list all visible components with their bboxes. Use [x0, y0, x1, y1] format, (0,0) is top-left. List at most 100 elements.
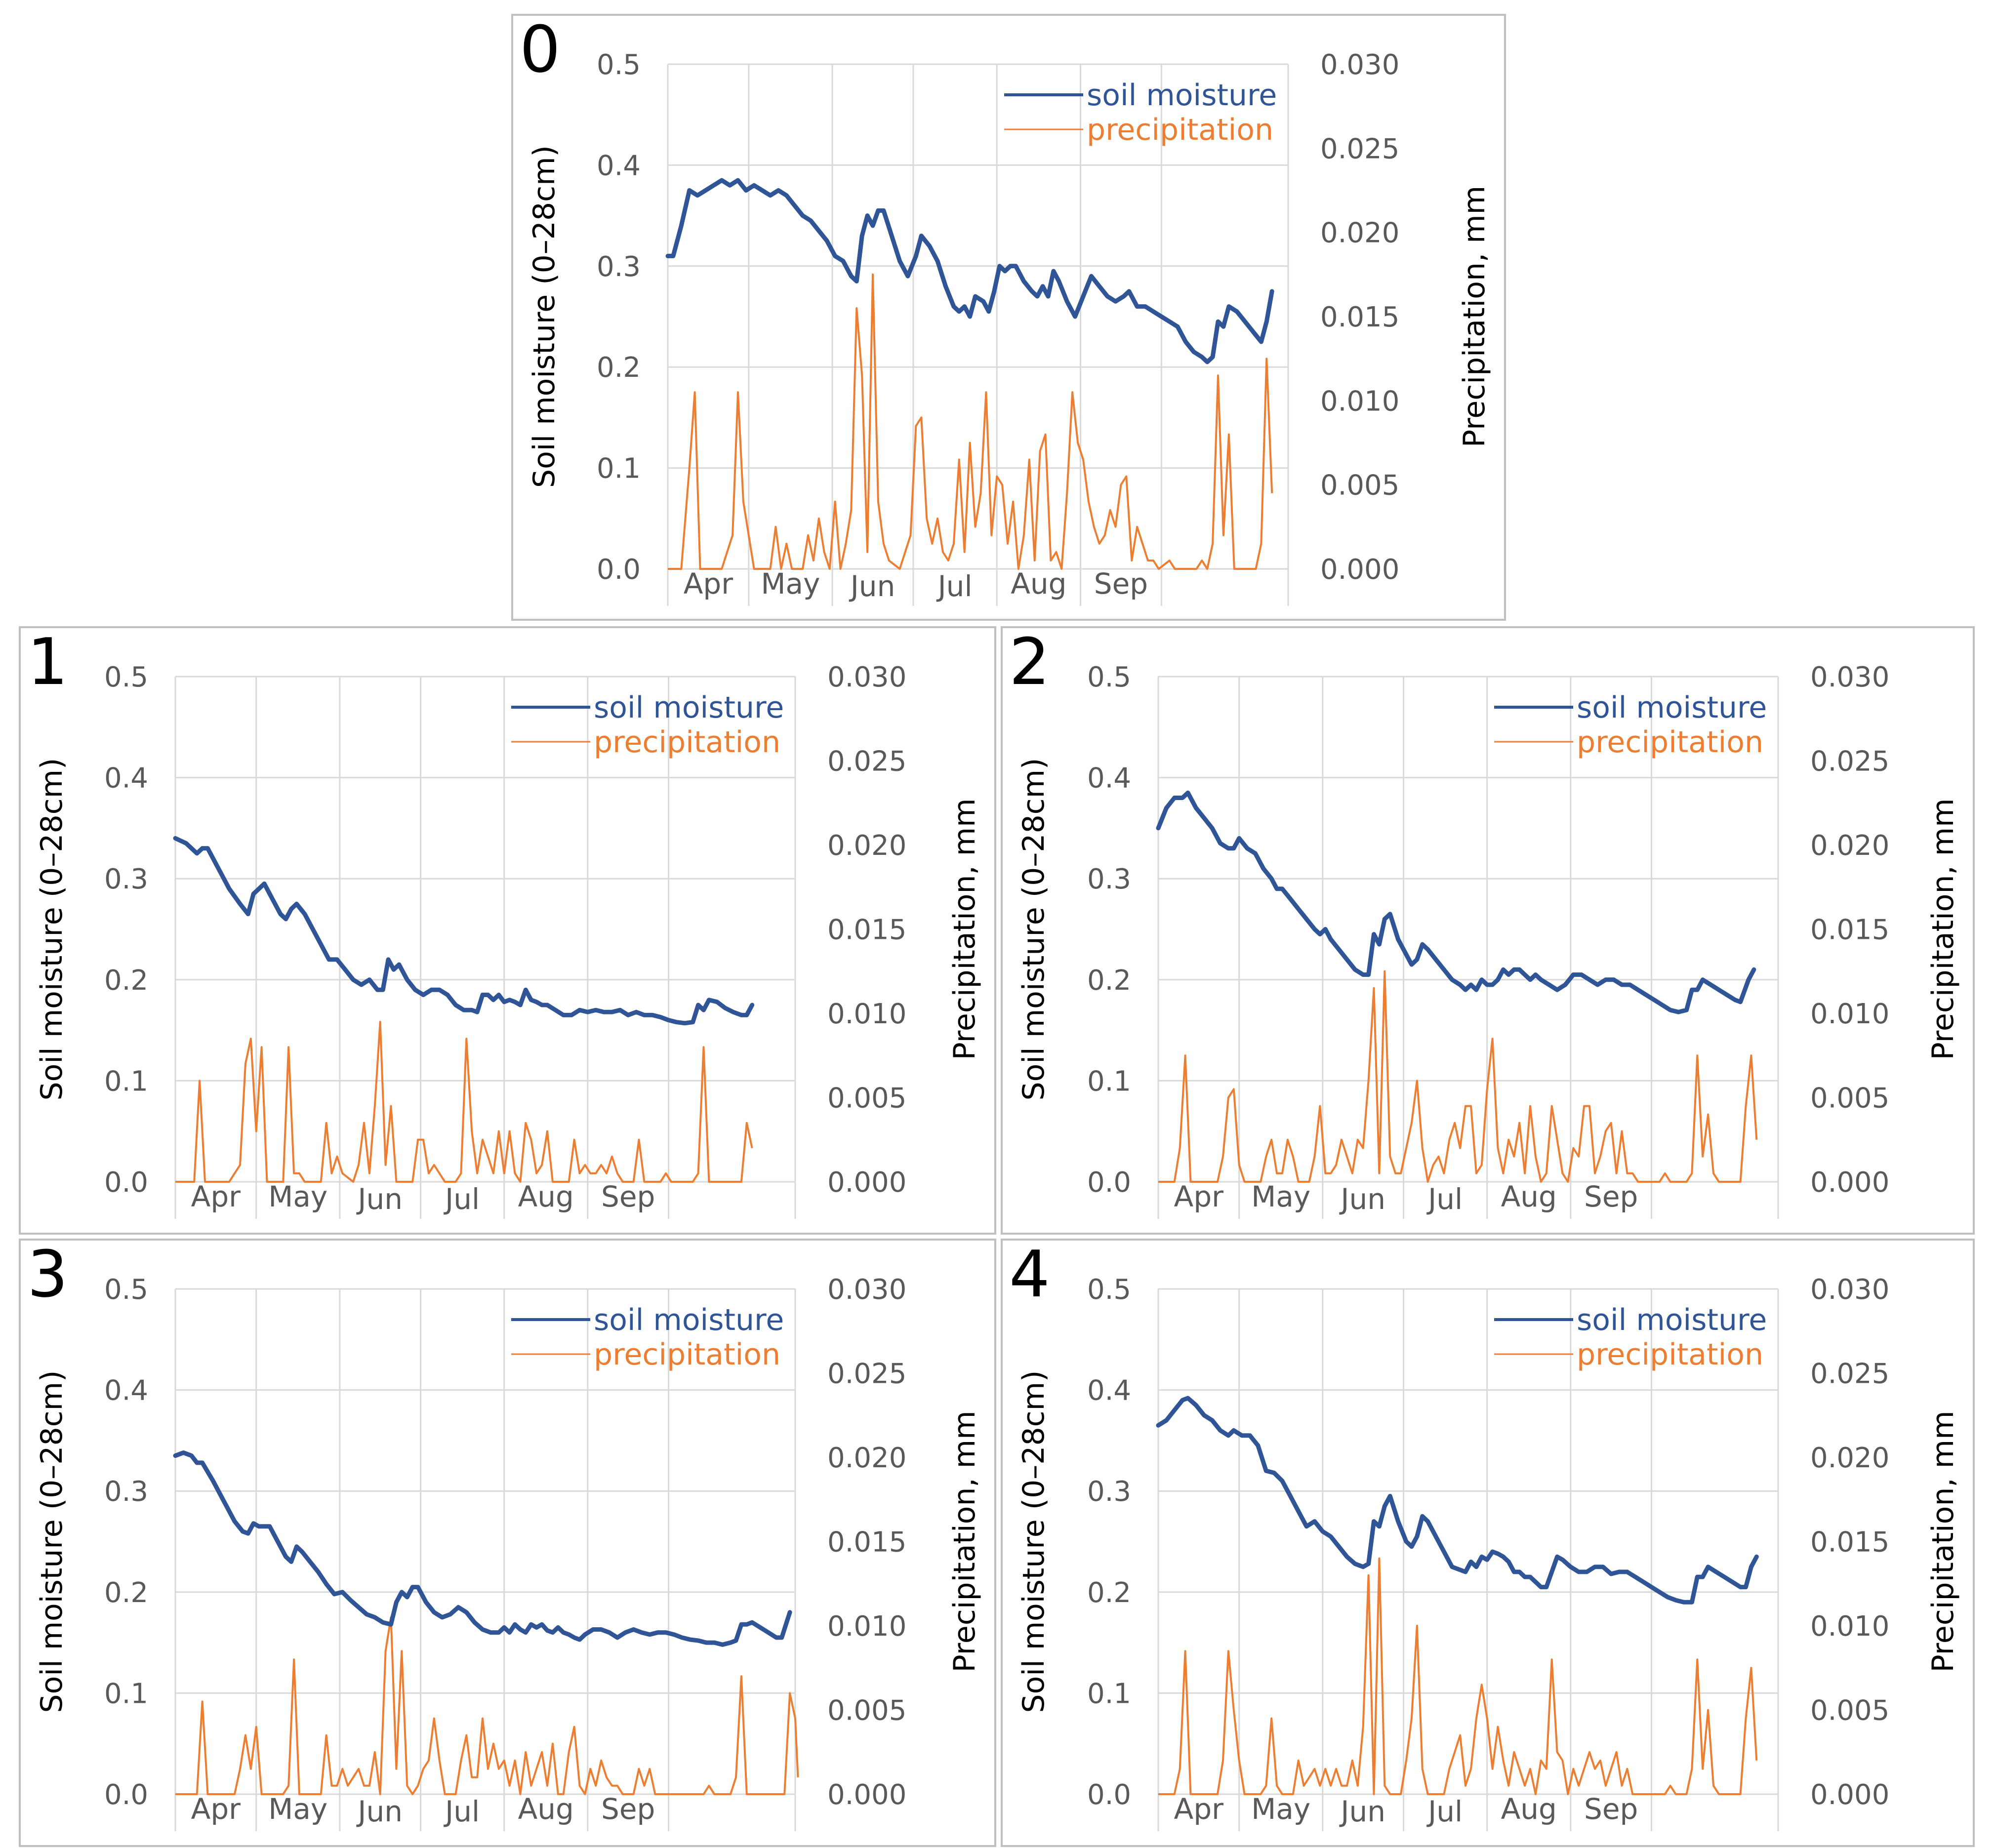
right-tick-label: 0.020	[827, 1442, 906, 1474]
chart-panel-2: 2 0.0 0.1 0.2 0.3 0.4 0.5 0.000 0.005 0.010 0.015 0…	[1001, 624, 1975, 1235]
legend-label-precipitation: precipitation	[594, 725, 780, 760]
month-label: Jun	[356, 1795, 403, 1828]
panel-frame	[1001, 1239, 1975, 1847]
month-label: Jun	[1339, 1182, 1385, 1216]
legend-label-soil-moisture: soil moisture	[594, 1303, 784, 1337]
month-label: Apr	[191, 1180, 241, 1213]
left-tick-label: 0.0	[104, 1779, 148, 1811]
left-axis-title: Soil moisture (0–28cm)	[1017, 758, 1051, 1101]
right-tick-label: 0.025	[1810, 746, 1889, 778]
left-tick-label: 0.3	[1087, 863, 1131, 895]
month-label: May	[1251, 1792, 1310, 1826]
soil-moisture-series-line	[1156, 1396, 1759, 1605]
left-tick-label: 0.5	[597, 49, 641, 81]
month-label: Sep	[1584, 1792, 1638, 1826]
left-tick-label: 0.0	[104, 1166, 148, 1199]
right-tick-label: 0.015	[1810, 1527, 1889, 1559]
chart-panel-3: 3 0.0 0.1 0.2 0.3 0.4 0.5 0.000 0.005 0.010 0.015 0…	[19, 1237, 996, 1847]
legend-label-precipitation: precipitation	[594, 1337, 780, 1372]
soil-moisture-series-line	[665, 178, 1274, 364]
month-label: Aug	[518, 1792, 574, 1826]
panel-label: 3	[27, 1237, 68, 1312]
legend-label-soil-moisture: soil moisture	[1577, 1303, 1767, 1337]
right-tick-label: 0.000	[1320, 554, 1399, 586]
month-label: Jul	[936, 569, 973, 603]
month-label: Apr	[1174, 1180, 1223, 1213]
right-tick-label: 0.010	[1320, 385, 1399, 417]
left-tick-label: 0.1	[597, 453, 641, 485]
left-tick-label: 0.4	[597, 150, 641, 182]
precipitation-series-line	[175, 1021, 753, 1183]
right-axis-title: Precipitation, mm	[1926, 798, 1960, 1060]
chart-panel-4: 4 0.0 0.1 0.2 0.3 0.4 0.5 0.000 0.005 0.010 0.015 0…	[1001, 1237, 1975, 1847]
month-label: Apr	[191, 1792, 241, 1826]
month-label: Sep	[601, 1792, 655, 1826]
left-tick-label: 0.3	[1087, 1476, 1131, 1508]
panel-frame	[1001, 626, 1975, 1235]
precipitation-series-line	[1158, 970, 1758, 1183]
month-label: Jul	[1426, 1182, 1463, 1216]
legend-label-precipitation: precipitation	[1577, 725, 1763, 760]
right-tick-label: 0.010	[827, 998, 906, 1030]
precipitation-series-line	[175, 1616, 799, 1795]
soil-moisture-series-line	[173, 1450, 792, 1647]
soil-moisture-series-line	[173, 836, 755, 1026]
legend-label-soil-moisture: soil moisture	[594, 690, 784, 725]
chart-panel-0: 0 0.0 0.1 0.2 0.3 0.4 0.5 0.000 0.005 0.010 0.015 0…	[511, 12, 1506, 621]
month-label: May	[268, 1792, 327, 1826]
month-label: Apr	[684, 567, 733, 601]
left-tick-label: 0.2	[104, 964, 148, 997]
month-label: Jul	[1426, 1795, 1463, 1828]
right-tick-label: 0.000	[1810, 1166, 1889, 1199]
month-label: Aug	[518, 1180, 574, 1213]
right-tick-label: 0.025	[827, 746, 906, 778]
month-label: Sep	[601, 1180, 655, 1213]
precipitation-series-line	[668, 273, 1273, 570]
right-tick-label: 0.005	[1810, 1083, 1889, 1115]
month-label: Jun	[849, 569, 895, 603]
panel-label: 1	[27, 624, 68, 699]
left-tick-label: 0.2	[1087, 1577, 1131, 1609]
left-tick-label: 0.0	[597, 554, 641, 586]
right-tick-label: 0.015	[1810, 914, 1889, 946]
month-label: Aug	[1011, 567, 1066, 601]
month-label: Aug	[1501, 1792, 1557, 1826]
right-axis-title: Precipitation, mm	[947, 798, 982, 1060]
left-tick-label: 0.5	[104, 661, 148, 693]
left-tick-label: 0.2	[104, 1577, 148, 1609]
right-tick-label: 0.005	[1320, 470, 1399, 502]
left-tick-label: 0.3	[104, 1476, 148, 1508]
month-label: Jun	[356, 1182, 403, 1216]
right-tick-label: 0.030	[827, 661, 906, 693]
right-tick-label: 0.000	[827, 1166, 906, 1199]
right-tick-label: 0.005	[827, 1695, 906, 1727]
right-tick-label: 0.025	[1320, 133, 1399, 165]
right-tick-label: 0.000	[1810, 1779, 1889, 1811]
left-axis-title: Soil moisture (0–28cm)	[527, 145, 562, 488]
left-tick-label: 0.3	[597, 251, 641, 283]
right-tick-label: 0.010	[1810, 1610, 1889, 1643]
left-tick-label: 0.5	[104, 1274, 148, 1306]
left-tick-label: 0.4	[104, 1375, 148, 1407]
panel-label: 4	[1009, 1237, 1050, 1312]
month-label: May	[268, 1180, 327, 1213]
right-tick-label: 0.030	[1810, 661, 1889, 693]
left-tick-label: 0.1	[104, 1678, 148, 1710]
panel-label: 0	[520, 12, 561, 87]
month-label: Jul	[444, 1182, 480, 1216]
right-tick-label: 0.005	[827, 1083, 906, 1115]
left-axis-title: Soil moisture (0–28cm)	[35, 758, 69, 1101]
right-tick-label: 0.015	[827, 914, 906, 946]
panel-label: 2	[1009, 624, 1050, 699]
right-tick-label: 0.015	[827, 1527, 906, 1559]
left-axis-title: Soil moisture (0–28cm)	[1017, 1370, 1051, 1713]
left-tick-label: 0.4	[104, 763, 148, 795]
left-tick-label: 0.2	[597, 352, 641, 384]
right-tick-label: 0.025	[1810, 1358, 1889, 1390]
right-tick-label: 0.000	[827, 1779, 906, 1811]
right-tick-label: 0.030	[1810, 1274, 1889, 1306]
legend-label-precipitation: precipitation	[1087, 113, 1273, 147]
month-label: May	[761, 567, 820, 601]
right-axis-title: Precipitation, mm	[1457, 186, 1492, 447]
